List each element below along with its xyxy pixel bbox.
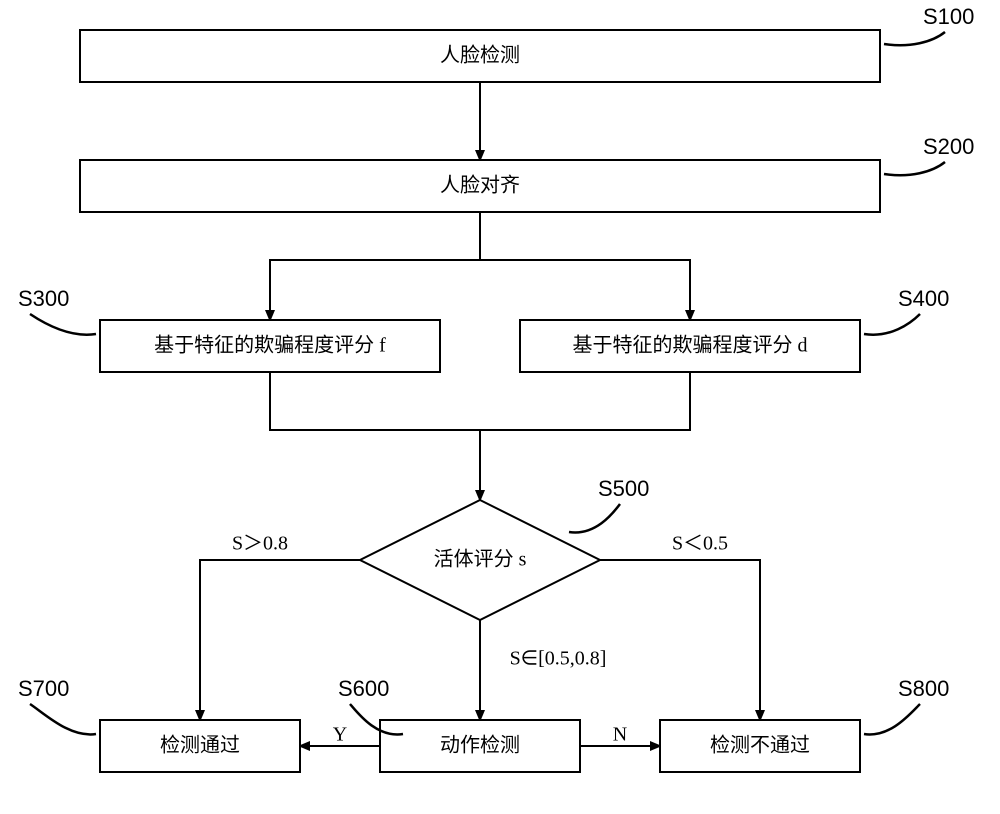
callout-s700 [30, 704, 96, 734]
edge-label-e4_mid: S∈[0.5,0.8] [510, 648, 607, 670]
node-label-s400: 基于特征的欺骗程度评分 d [573, 334, 808, 357]
step-tag-s300: S300 [18, 286, 69, 311]
callout-s200 [884, 162, 945, 175]
edge-e3_left [270, 372, 480, 430]
edge-e4_left [200, 560, 360, 720]
edge-e2_left [270, 260, 480, 320]
edge-label-e4_right: S＜0.5 [672, 533, 728, 555]
callout-s400 [864, 314, 920, 335]
step-tag-s200: S200 [923, 134, 974, 159]
flowchart-canvas: S＞0.8 S＜0.5 S∈[0.5,0.8] Y N 人脸检测人脸对齐基于特征的欺骗程… [0, 0, 1000, 814]
step-tag-s800: S800 [898, 676, 949, 701]
edge-e4_right [600, 560, 760, 720]
edge-e3_right [480, 372, 690, 430]
step-tag-s600: S600 [338, 676, 389, 701]
edge-label-e5_y: Y [333, 724, 347, 746]
callout-s500 [569, 504, 620, 532]
node-label-s700: 检测通过 [160, 734, 240, 757]
edge-e2_right [480, 260, 690, 320]
step-tag-s400: S400 [898, 286, 949, 311]
node-label-s500: 活体评分 s [434, 548, 527, 571]
callout-s300 [30, 314, 96, 335]
edge-label-e4_left: S＞0.8 [232, 533, 288, 555]
node-label-s800: 检测不通过 [710, 734, 810, 757]
step-tag-s700: S700 [18, 676, 69, 701]
step-tag-s100: S100 [923, 4, 974, 29]
step-tag-s500: S500 [598, 476, 649, 501]
callout-s100 [884, 32, 945, 45]
callout-s800 [864, 704, 920, 734]
node-label-s100: 人脸检测 [440, 44, 520, 67]
node-label-s300: 基于特征的欺骗程度评分 f [154, 334, 386, 357]
node-label-s600: 动作检测 [440, 734, 520, 757]
node-label-s200: 人脸对齐 [440, 174, 520, 197]
edge-label-e5_n: N [613, 724, 627, 746]
